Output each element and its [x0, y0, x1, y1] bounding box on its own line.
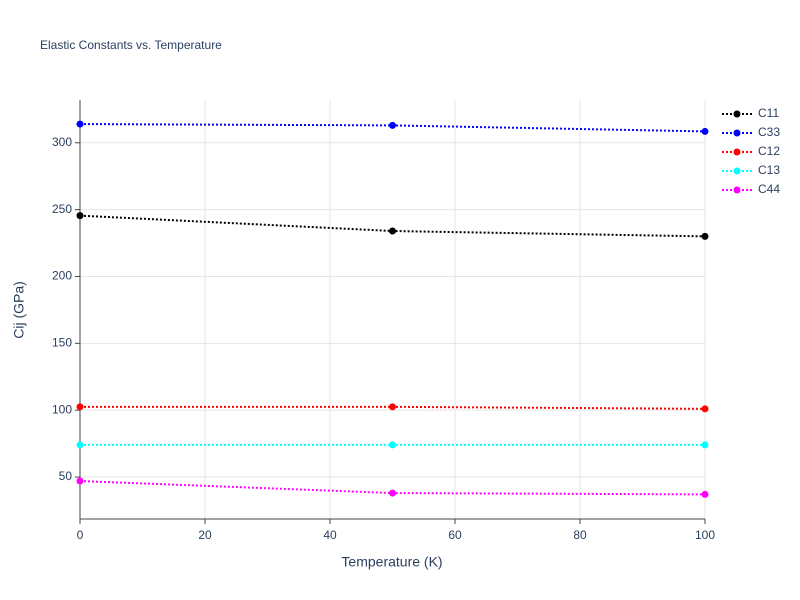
- y-tick-label: 200: [52, 269, 72, 283]
- x-axis-label: Temperature (K): [341, 554, 442, 570]
- legend-marker: [733, 110, 741, 118]
- data-point: [389, 441, 396, 449]
- x-tick-label: 40: [323, 528, 337, 542]
- data-point: [701, 405, 709, 413]
- x-tick-label: 20: [198, 528, 212, 542]
- y-tick-label: 250: [52, 202, 72, 216]
- legend-marker: [733, 167, 741, 175]
- data-point: [389, 227, 396, 235]
- data-point: [389, 489, 396, 497]
- y-tick-label: 50: [59, 469, 73, 483]
- legend-marker: [733, 186, 741, 194]
- data-point: [701, 490, 709, 498]
- data-point: [76, 477, 84, 485]
- legend-label: C13: [758, 163, 780, 177]
- legend-label: C44: [758, 182, 780, 196]
- legend-label: C11: [758, 106, 779, 120]
- y-tick-label: 300: [52, 135, 72, 149]
- legend-label: C33: [758, 125, 780, 139]
- legend-marker: [733, 148, 741, 156]
- data-point: [701, 232, 709, 240]
- x-tick-label: 60: [448, 528, 462, 542]
- data-point: [76, 403, 84, 411]
- y-axis-label: Cij (GPa): [11, 281, 27, 339]
- data-point: [76, 120, 84, 128]
- legend-label: C12: [758, 144, 780, 158]
- data-point: [701, 127, 709, 135]
- y-tick-label: 100: [52, 402, 72, 416]
- data-point: [701, 441, 709, 449]
- x-tick-label: 80: [573, 528, 587, 542]
- data-point: [389, 121, 396, 129]
- data-point: [76, 441, 84, 449]
- x-tick-label: 0: [77, 528, 84, 542]
- x-tick-label: 100: [695, 528, 715, 542]
- legend-marker: [733, 129, 741, 137]
- data-point: [389, 403, 396, 411]
- y-tick-label: 150: [52, 335, 72, 349]
- data-point: [76, 212, 84, 220]
- chart-title: Elastic Constants vs. Temperature: [40, 38, 222, 52]
